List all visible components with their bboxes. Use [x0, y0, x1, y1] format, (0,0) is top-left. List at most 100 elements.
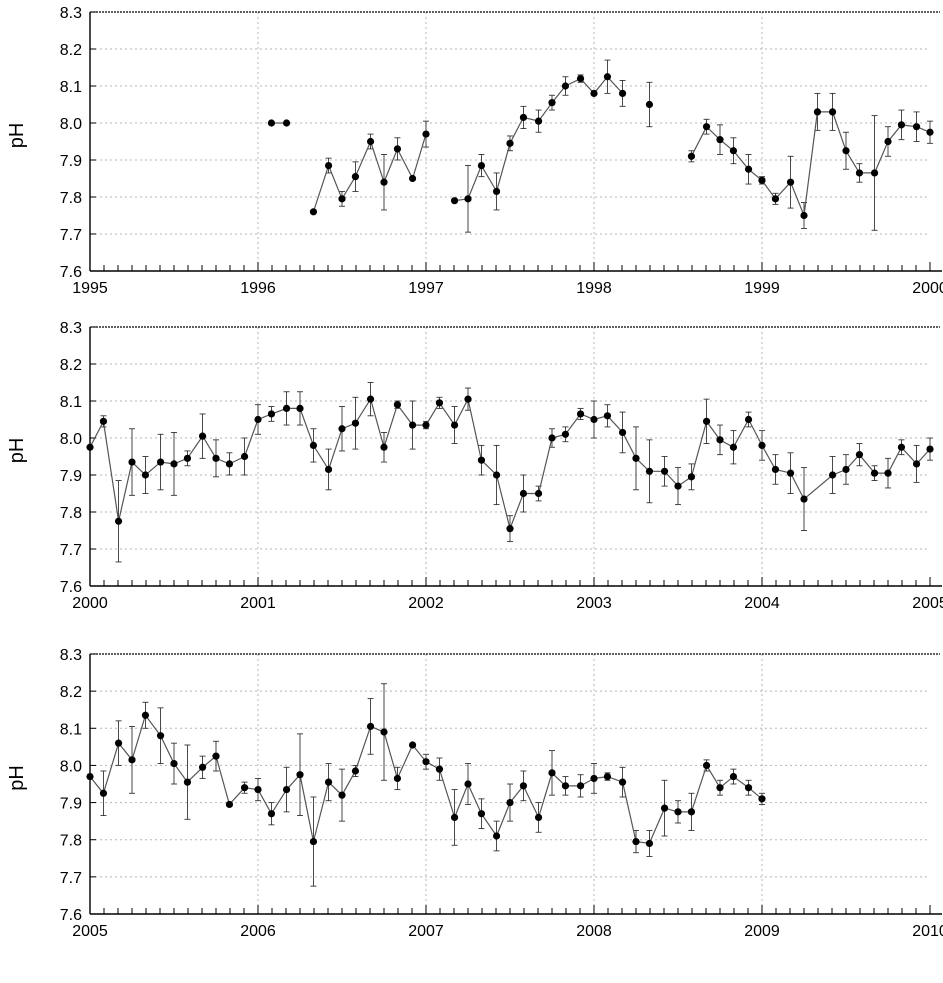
- y-tick-label: 8.3: [60, 647, 82, 664]
- data-point: [506, 139, 514, 147]
- data-point: [729, 443, 738, 451]
- data-point: [870, 169, 879, 177]
- data-point: [254, 785, 262, 794]
- data-point: [114, 517, 123, 525]
- data-point: [926, 128, 934, 136]
- x-tick-label: 2000: [912, 280, 943, 297]
- data-point: [282, 119, 291, 127]
- x-tick-label: 2001: [240, 595, 276, 612]
- data-point: [309, 441, 318, 449]
- y-tick-label: 8.0: [60, 431, 82, 448]
- data-point: [309, 208, 318, 216]
- data-point: [660, 804, 669, 812]
- data-point: [296, 404, 304, 412]
- data-point: [435, 765, 444, 773]
- x-tick-label: 2005: [72, 923, 108, 940]
- data-point: [366, 722, 375, 731]
- data-point: [156, 458, 165, 466]
- data-point: [534, 117, 543, 125]
- data-point: [156, 732, 165, 740]
- data-point: [338, 425, 346, 433]
- data-point: [225, 460, 234, 468]
- data-point: [645, 839, 654, 848]
- data-point: [309, 837, 318, 846]
- y-tick-label: 8.3: [60, 320, 82, 337]
- data-point: [744, 784, 753, 792]
- data-point: [884, 137, 892, 146]
- data-point: [603, 772, 612, 781]
- data-point: [86, 443, 94, 451]
- data-point: [212, 752, 220, 760]
- data-point: [800, 211, 808, 220]
- data-point: [393, 774, 402, 783]
- data-point: [828, 471, 837, 479]
- data-point: [842, 465, 850, 474]
- data-point: [687, 152, 696, 160]
- data-point: [590, 415, 598, 424]
- y-tick-label: 7.7: [60, 870, 82, 887]
- data-point: [450, 421, 459, 429]
- error-bars: [100, 382, 933, 563]
- data-point: [870, 469, 879, 477]
- y-tick-label: 8.1: [60, 79, 82, 96]
- data-point: [744, 415, 753, 424]
- data-point: [128, 756, 136, 764]
- data-points: [86, 395, 934, 533]
- x-tick-label: 2007: [408, 923, 444, 940]
- data-point: [618, 428, 627, 437]
- y-tick-label: 8.3: [60, 5, 82, 22]
- data-point: [729, 772, 738, 781]
- data-point: [198, 763, 207, 771]
- x-tick-label: 1999: [744, 280, 780, 297]
- data-point: [813, 108, 822, 116]
- data-point: [240, 452, 249, 461]
- data-point: [477, 810, 486, 818]
- gridlines: [90, 12, 930, 271]
- data-point: [786, 469, 795, 477]
- data-point: [548, 769, 556, 777]
- x-tick-label: 1998: [576, 280, 612, 297]
- data-point: [561, 82, 570, 90]
- data-point: [645, 467, 654, 475]
- data-point: [534, 813, 543, 822]
- data-point: [534, 489, 543, 498]
- data-point: [674, 482, 682, 490]
- y-tick-label: 7.6: [60, 264, 82, 281]
- y-tick-label: 8.2: [60, 357, 82, 374]
- data-point: [338, 195, 346, 203]
- data-point: [758, 441, 766, 449]
- y-tick-label: 8.0: [60, 758, 82, 775]
- data-point: [519, 489, 528, 498]
- data-point: [380, 443, 388, 451]
- chart-panel-3: 7.6 7.7 7.8 7.9 8.0 8.1 8.2 8.3 2005 2006 2007 2008…: [6, 647, 943, 940]
- x-tick-label: 1997: [408, 280, 444, 297]
- data-point: [576, 410, 585, 418]
- data-point: [506, 525, 514, 533]
- data-point: [674, 808, 682, 816]
- y-tick-label: 8.2: [60, 684, 82, 701]
- data-point: [267, 810, 276, 818]
- y-tick-label: 7.7: [60, 227, 82, 244]
- y-tick-label: 7.8: [60, 833, 82, 850]
- x-tick-label: 2008: [576, 923, 612, 940]
- data-point: [702, 123, 711, 131]
- x-tick-label: 2003: [576, 595, 612, 612]
- data-point: [351, 173, 360, 181]
- y-axis-label: pH: [6, 123, 28, 149]
- data-point: [240, 784, 249, 792]
- y-tick-label: 7.9: [60, 468, 82, 485]
- data-point: [183, 778, 192, 786]
- data-point: [338, 791, 346, 799]
- data-point: [464, 780, 472, 788]
- y-tick-label: 7.9: [60, 796, 82, 813]
- y-tick-label: 7.6: [60, 579, 82, 596]
- data-point: [254, 415, 262, 424]
- data-point: [477, 456, 486, 464]
- data-point: [198, 432, 207, 440]
- data-point: [702, 417, 711, 425]
- y-tick-label: 7.6: [60, 907, 82, 924]
- data-points: [267, 73, 934, 220]
- chart-panel-2: 7.6 7.7 7.8 7.9 8.0 8.1 8.2 8.3 2000 2001 2002 2003…: [6, 320, 943, 612]
